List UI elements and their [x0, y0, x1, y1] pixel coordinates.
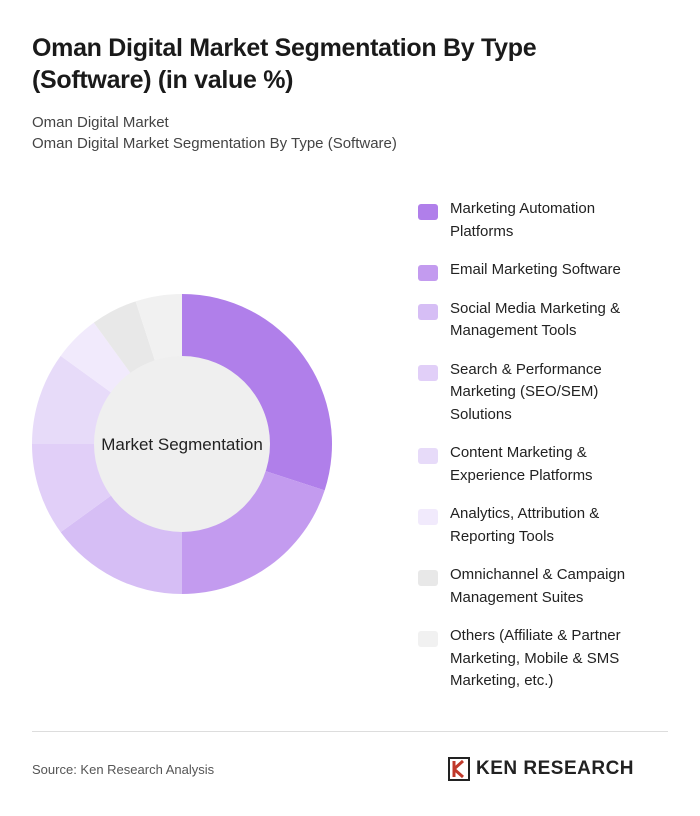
legend-item: Social Media Marketing & Management Tool… — [418, 298, 658, 343]
legend-swatch — [418, 303, 438, 320]
source: Source: Ken Research Analysis — [32, 762, 215, 777]
subtitle: Oman Digital Market Segmentation By Type… — [32, 135, 397, 152]
subtitle: Oman Digital Market — [32, 114, 169, 131]
legend-item: Omnichannel & Campaign Management Suites — [418, 564, 658, 609]
logo-icon — [448, 757, 470, 781]
legend-label: Social Media Marketing & Management Tool… — [450, 299, 621, 340]
legend-swatch — [418, 364, 438, 381]
legend-label: Email Marketing Software — [450, 261, 621, 278]
donut-hole — [94, 356, 270, 532]
legend-label: Search & Performance Marketing (SEO/SEM)… — [450, 360, 602, 423]
logo: KEN RESEARCH — [448, 757, 634, 781]
legend-swatch — [418, 570, 438, 586]
legend-label: Analytics, Attribution & Reporting Tools — [450, 505, 600, 545]
legend-item: Email Marketing Software — [418, 259, 658, 282]
legend-swatch — [418, 265, 438, 281]
legend-item: Search & Performance Marketing (SEO/SEM)… — [418, 359, 658, 427]
chart: Market Segmentation — [32, 294, 332, 594]
divider — [32, 731, 668, 732]
legend-swatch — [418, 448, 438, 464]
legend-item: Others (Affiliate & Partner Marketing, M… — [418, 625, 658, 693]
legend-swatch — [418, 204, 438, 220]
legend-item: Content Marketing & Experience Platforms — [418, 442, 658, 487]
legend: Marketing Automation Platforms Email Mark… — [418, 198, 658, 709]
legend-swatch — [418, 631, 438, 647]
legend-label: Marketing Automation Platforms — [450, 200, 596, 240]
logo-text: KEN RESEARCH — [476, 758, 635, 779]
legend-label: Omnichannel & Campaign Management Suites — [450, 566, 626, 606]
chart-title: Oman Digital Market Segmentation By Type… — [32, 34, 537, 94]
legend-swatch — [418, 509, 438, 525]
legend-item: Marketing Automation Platforms — [418, 198, 658, 243]
legend-item: Analytics, Attribution & Reporting Tools — [418, 503, 658, 548]
center-label: Market Segmentation — [101, 435, 263, 454]
legend-label: Content Marketing & Experience Platforms — [450, 444, 593, 484]
legend-label: Others (Affiliate & Partner Marketing, M… — [450, 627, 621, 689]
